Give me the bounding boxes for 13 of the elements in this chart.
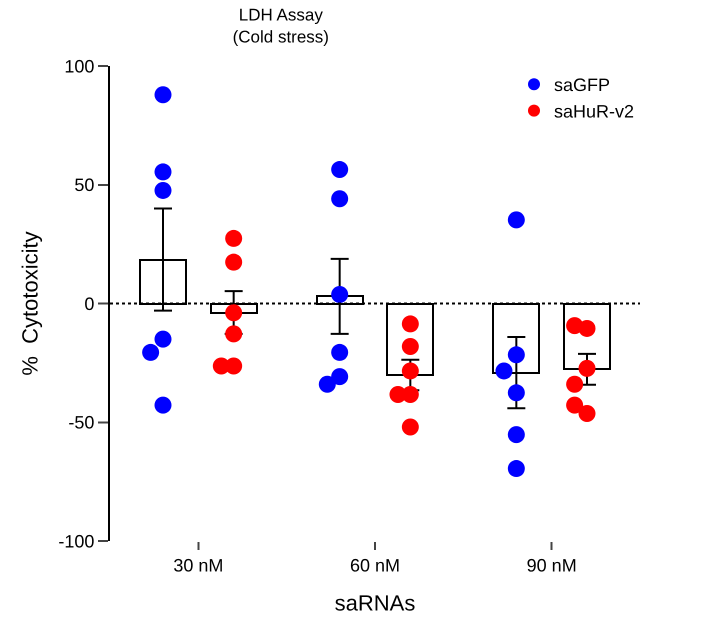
x-tick-label: 60 nM xyxy=(350,556,400,576)
y-tick-label: -50 xyxy=(68,412,94,433)
x-tick-label: 30 nM xyxy=(173,556,224,576)
chart-title: LDH Assay (Cold stress) xyxy=(232,5,329,46)
x-axis-title: saRNAs xyxy=(334,590,416,616)
y-tick-label: 0 xyxy=(84,294,94,314)
x-tick-label: 90 nM xyxy=(526,556,577,576)
y-axis-title: % Cytotoxicity xyxy=(18,231,43,376)
legend-label: saHuR-v2 xyxy=(554,102,634,122)
y-tick-label: -100 xyxy=(58,531,94,552)
y-tick-label: 100 xyxy=(64,56,94,76)
legend-label: saGFP xyxy=(554,75,610,96)
y-tick-label: 50 xyxy=(74,175,94,196)
